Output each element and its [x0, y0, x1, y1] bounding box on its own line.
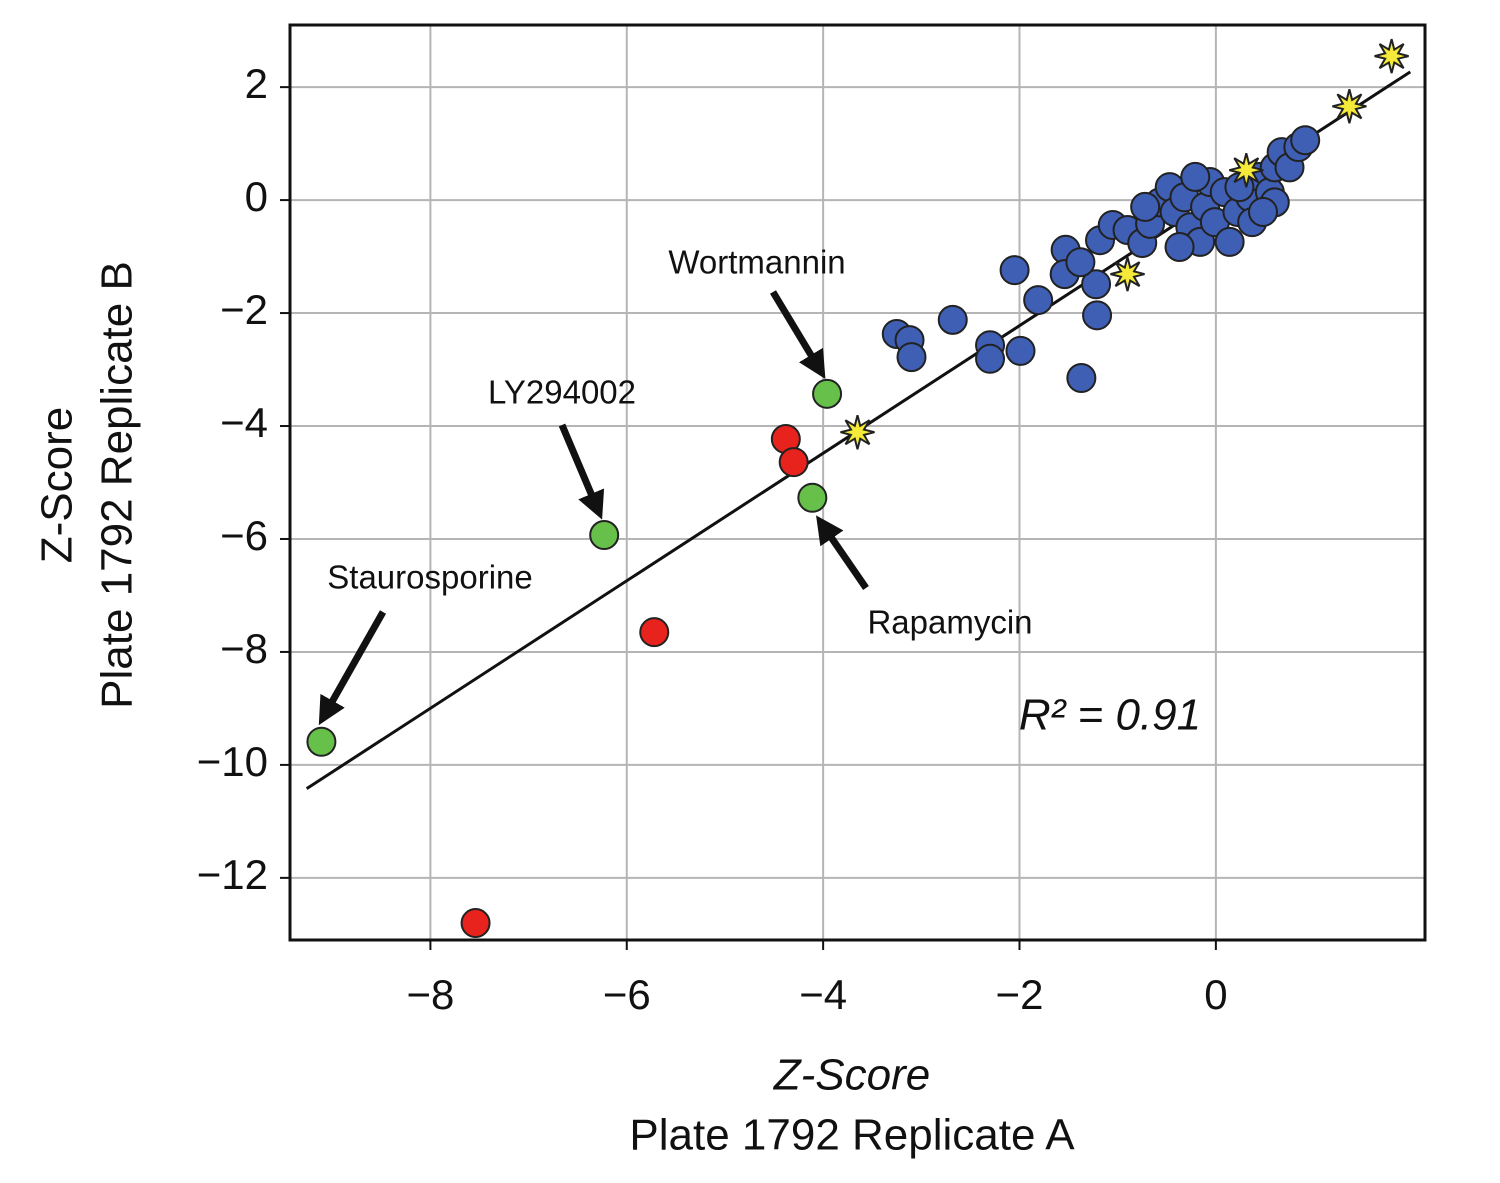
- point: [1247, 196, 1278, 227]
- arrow: [318, 610, 387, 726]
- point: [812, 378, 843, 409]
- point: [1023, 285, 1054, 316]
- point: [937, 304, 968, 335]
- annotation: Rapamycin: [867, 604, 1032, 641]
- star-point: [840, 414, 875, 450]
- point: [589, 520, 620, 551]
- point: [306, 726, 337, 757]
- y-tick-label: −6: [220, 512, 268, 559]
- point: [975, 343, 1006, 374]
- y-axis-label: Z-Score: [33, 407, 82, 563]
- arrow: [558, 423, 605, 520]
- x-tick-label: 0: [1204, 971, 1227, 1018]
- y-tick-label: −8: [220, 625, 268, 672]
- y-tick-label: −2: [220, 286, 268, 333]
- point: [999, 255, 1030, 286]
- y-tick-label: 2: [245, 60, 268, 107]
- point: [797, 482, 828, 513]
- y-tick-label: −4: [220, 399, 268, 446]
- x-tick-label: −4: [799, 971, 847, 1018]
- x-tick-label: −2: [996, 971, 1044, 1018]
- y-tick-label: 0: [245, 173, 268, 220]
- plot-frame: [288, 23, 1427, 942]
- point: [1180, 161, 1211, 192]
- arrow: [770, 290, 826, 379]
- x-axis-label: Plate 1792 Replicate A: [629, 1111, 1075, 1160]
- point: [639, 617, 670, 648]
- x-tick-label: −6: [603, 971, 651, 1018]
- point: [1066, 363, 1097, 394]
- point: [1082, 300, 1113, 331]
- annotation: LY294002: [488, 374, 636, 411]
- y-tick-label: −12: [197, 851, 268, 898]
- annotation: Wortmannin: [668, 244, 845, 281]
- point: [1065, 247, 1096, 278]
- point: [1130, 191, 1161, 222]
- point: [1005, 335, 1036, 366]
- point: [1214, 226, 1245, 257]
- x-axis-label: Z-Score: [773, 1051, 930, 1100]
- star-point: [1374, 38, 1409, 74]
- star-point: [1229, 152, 1264, 188]
- point: [1290, 125, 1321, 156]
- star-point: [1332, 89, 1367, 124]
- point: [460, 908, 491, 939]
- arrow: [816, 515, 869, 590]
- star-point: [1110, 256, 1145, 292]
- x-tick-label: −8: [406, 971, 454, 1018]
- point: [778, 447, 809, 478]
- y-axis-label: Plate 1792 Replicate B: [93, 261, 142, 709]
- point: [896, 342, 927, 373]
- point: [1164, 231, 1195, 262]
- annotation: R² = 0.91: [1019, 691, 1201, 740]
- point: [1081, 269, 1112, 300]
- y-tick-label: −10: [197, 738, 268, 785]
- annotation: Staurosporine: [327, 559, 532, 596]
